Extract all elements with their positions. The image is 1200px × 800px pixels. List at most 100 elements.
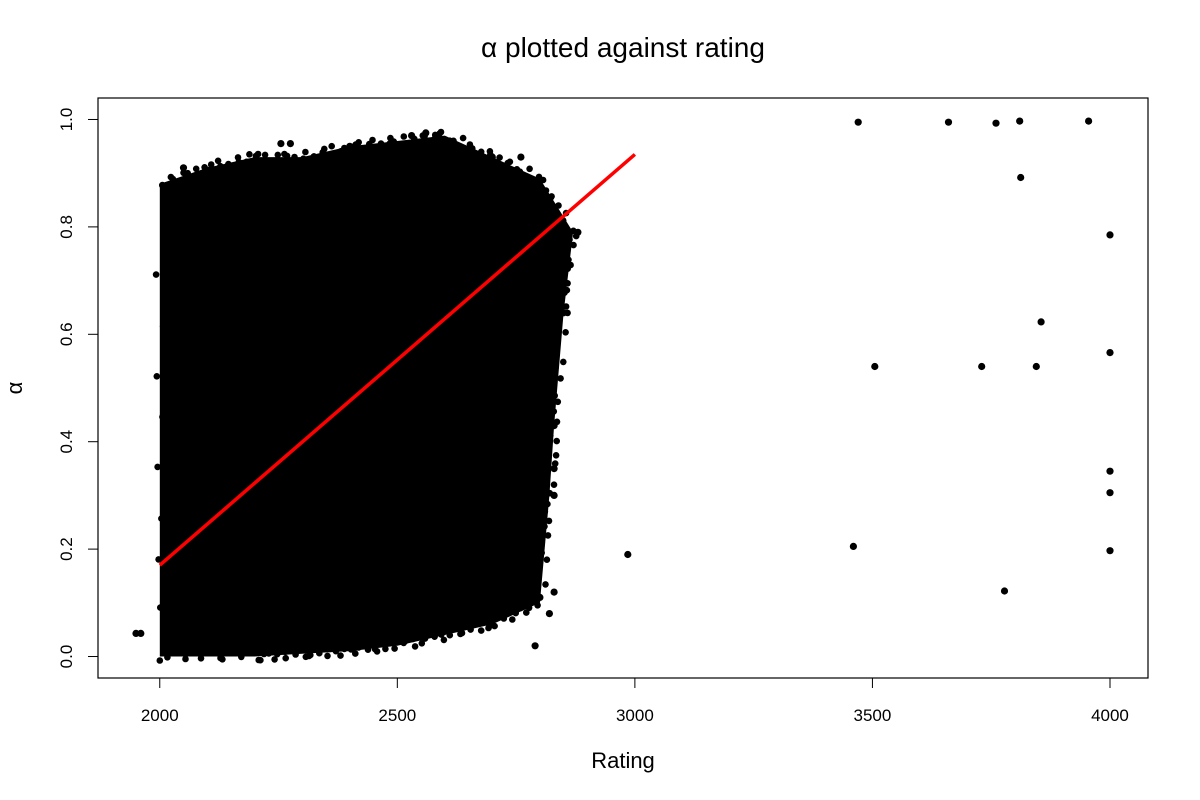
- cluster-edge-point: [200, 649, 208, 656]
- cluster-edge-point: [544, 500, 551, 508]
- cluster-edge-point: [495, 162, 503, 169]
- data-point: [978, 362, 986, 371]
- cluster-edge-point: [437, 128, 445, 136]
- cluster-edge-point: [542, 581, 549, 588]
- data-point: [545, 610, 554, 618]
- cluster-edge-point: [271, 656, 278, 663]
- cluster-edge-point: [255, 656, 262, 664]
- data-point: [574, 228, 582, 236]
- cluster-edge-point: [324, 652, 331, 660]
- cluster-edge-point: [352, 650, 359, 657]
- cluster-edge-point: [155, 556, 162, 563]
- data-point: [179, 164, 188, 172]
- y-tick-label: 0.4: [57, 430, 76, 454]
- data-point: [536, 593, 544, 602]
- data-point: [1085, 117, 1093, 125]
- cluster-edge-point: [541, 523, 548, 530]
- data-point: [531, 422, 539, 430]
- cluster-edge-point: [176, 177, 183, 185]
- cluster-edge-point: [517, 604, 524, 612]
- data-point: [624, 550, 632, 559]
- data-point: [550, 465, 558, 473]
- y-tick-label: 0.6: [57, 322, 76, 346]
- cluster-edge-point: [159, 182, 166, 189]
- cluster-edge-point: [562, 329, 569, 336]
- cluster-edge-point: [440, 636, 448, 644]
- x-axis-label: Rating: [591, 748, 655, 773]
- data-point: [446, 137, 454, 145]
- x-axis: 2000 2500 3000 3500 4000: [141, 677, 1129, 725]
- x-tick-label: 4000: [1091, 706, 1129, 725]
- data-point: [460, 153, 468, 161]
- cluster-edge-point: [382, 645, 389, 653]
- data-point: [1000, 587, 1009, 595]
- cluster-edge-point: [197, 655, 205, 662]
- cluster-edge-point: [523, 609, 530, 616]
- cluster-edge-point: [326, 645, 334, 653]
- cluster-edge-point: [456, 143, 464, 150]
- cluster-edge-point: [243, 158, 250, 166]
- cluster-edge-point: [555, 324, 562, 332]
- chart-title: α plotted against rating: [481, 32, 765, 63]
- data-point: [1106, 467, 1114, 475]
- cluster-edge-point: [337, 652, 344, 659]
- data-point: [1106, 349, 1114, 357]
- cluster-edge-point: [535, 563, 543, 571]
- cluster-edge-point: [400, 133, 408, 140]
- cluster-edge-point: [319, 149, 327, 156]
- cluster-edge-point: [260, 650, 268, 658]
- cluster-edge-point: [554, 398, 562, 406]
- cluster-edge-point: [547, 432, 554, 439]
- cluster-edge-point: [214, 157, 222, 165]
- cluster-edge-point: [552, 363, 559, 371]
- cluster-edge-point: [207, 161, 215, 168]
- data-point: [550, 491, 558, 499]
- cluster-edge-point: [496, 154, 503, 161]
- cluster-edge-point: [369, 136, 376, 144]
- data-point: [137, 629, 145, 638]
- cluster-edge-point: [409, 635, 416, 643]
- cluster-edge-point: [410, 139, 418, 146]
- cluster-edge-point: [274, 151, 282, 159]
- cluster-edge-point: [550, 408, 558, 415]
- dense-point-cluster: [152, 128, 580, 664]
- cluster-edge-point: [261, 151, 269, 159]
- y-axis: 0.0 0.2 0.4 0.6 0.8 1.0: [57, 108, 99, 668]
- cluster-edge-point: [560, 358, 567, 366]
- cluster-edge-point: [282, 654, 290, 662]
- cluster-edge-point: [310, 153, 318, 160]
- cluster-edge-point: [543, 481, 550, 489]
- cluster-edge-point: [159, 323, 167, 330]
- cluster-edge-point: [466, 141, 474, 148]
- regression-line: [158, 153, 637, 567]
- cluster-edge-point: [411, 643, 419, 650]
- cluster-edge-point: [159, 413, 166, 421]
- cluster-edge-point: [302, 148, 309, 156]
- cluster-edge-point: [566, 236, 573, 243]
- cluster-edge-point: [265, 650, 273, 657]
- cluster-edge-point: [264, 157, 272, 165]
- data-point: [531, 642, 539, 650]
- cluster-edge-point: [184, 169, 191, 177]
- cluster-edge-point: [360, 145, 368, 152]
- cluster-edge-point: [450, 625, 457, 633]
- cluster-edge-point: [235, 158, 243, 166]
- cluster-edge-point: [476, 152, 484, 159]
- cluster-edge-point: [291, 153, 298, 161]
- cluster-edge-point: [204, 166, 212, 174]
- cluster-edge-point: [364, 646, 372, 653]
- cluster-edge-point: [544, 459, 551, 467]
- cluster-edge-point: [544, 532, 552, 539]
- cluster-edge-point: [477, 627, 485, 634]
- cluster-edge-point: [476, 619, 483, 627]
- cluster-edge-point: [421, 635, 429, 642]
- cluster-edge-point: [401, 638, 409, 645]
- data-point: [517, 153, 525, 161]
- data-point: [531, 277, 539, 285]
- cluster-edge-point: [438, 631, 445, 638]
- cluster-edge-point: [553, 342, 561, 349]
- data-point: [1037, 318, 1045, 326]
- cluster-edge-point: [526, 165, 533, 173]
- cluster-edge-point: [418, 640, 426, 647]
- cluster-edge-point: [355, 644, 362, 651]
